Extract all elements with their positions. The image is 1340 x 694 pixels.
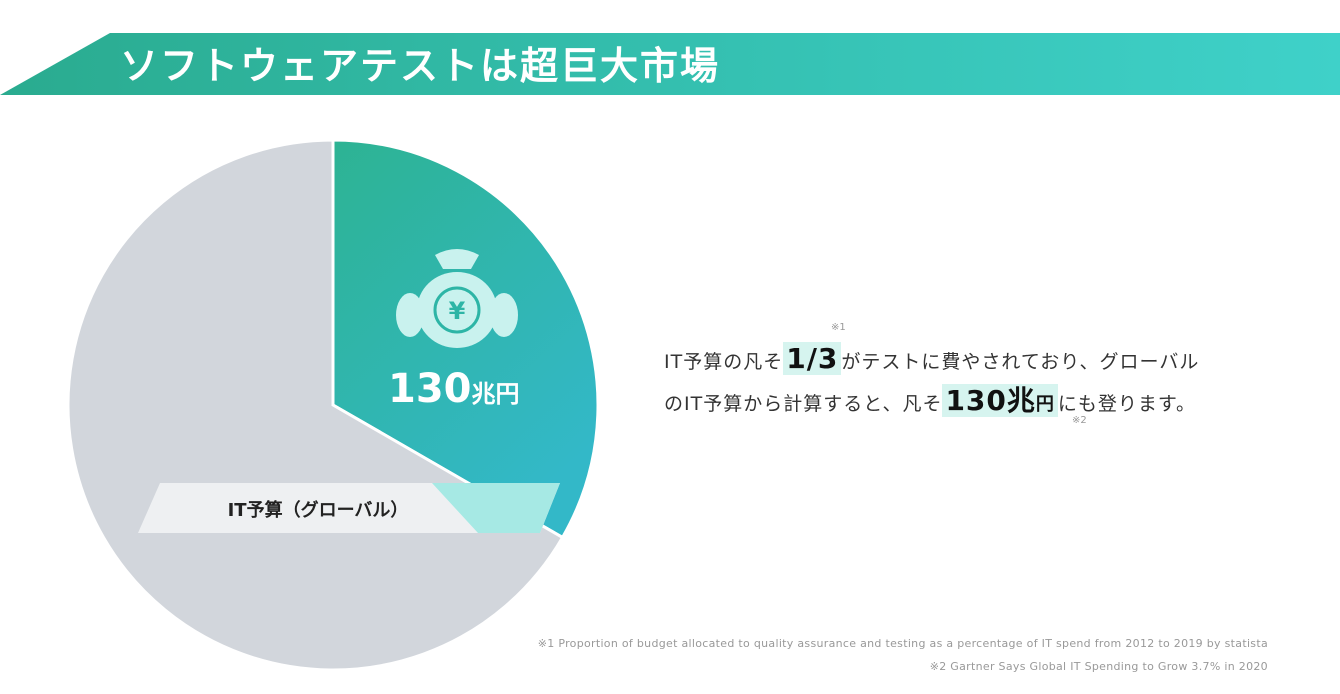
description-text: がテストに費やされており、グローバル	[841, 351, 1200, 373]
note-2-marker: ※2	[1072, 415, 1087, 426]
money-bag-yen-icon: ¥	[396, 249, 518, 348]
description-text: にも登ります。	[1057, 393, 1197, 415]
description-text: のIT予算から計算すると、凡そ	[664, 393, 943, 415]
highlight-unit: 円	[1035, 394, 1055, 415]
svg-text:¥: ¥	[449, 297, 466, 325]
description-line-1: IT予算の凡そ 1/3 がテストに費やされており、グローバル	[664, 338, 1304, 380]
banner-notch	[0, 33, 110, 95]
pie-label-it-budget: IT予算（グローバル）	[228, 499, 409, 521]
highlight-130-trillion: 130兆円	[942, 384, 1058, 417]
description-line-2: のIT予算から計算すると、凡そ 130兆円 にも登ります。	[664, 380, 1304, 422]
page-title: ソフトウェアテストは超巨大市場	[120, 44, 721, 88]
pie-value-label: 130兆円	[388, 366, 520, 412]
description: IT予算の凡そ 1/3 がテストに費やされており、グローバル のIT予算から計算する…	[664, 338, 1304, 422]
note-1-marker: ※1	[831, 322, 846, 333]
highlight-value: 130兆	[945, 384, 1036, 417]
description-text: IT予算の凡そ	[664, 351, 784, 373]
highlight-one-third: 1/3	[783, 342, 842, 375]
pie-chart: IT予算（グローバル） ¥130兆円	[66, 138, 600, 672]
title-banner	[0, 33, 1340, 95]
pie-slice-it-budget	[66, 138, 565, 672]
band-highlight	[432, 483, 560, 533]
footnote-1: ※1 Proportion of budget allocated to qua…	[537, 637, 1268, 650]
footnote-2: ※2 Gartner Says Global IT Spending to Gr…	[929, 660, 1268, 673]
